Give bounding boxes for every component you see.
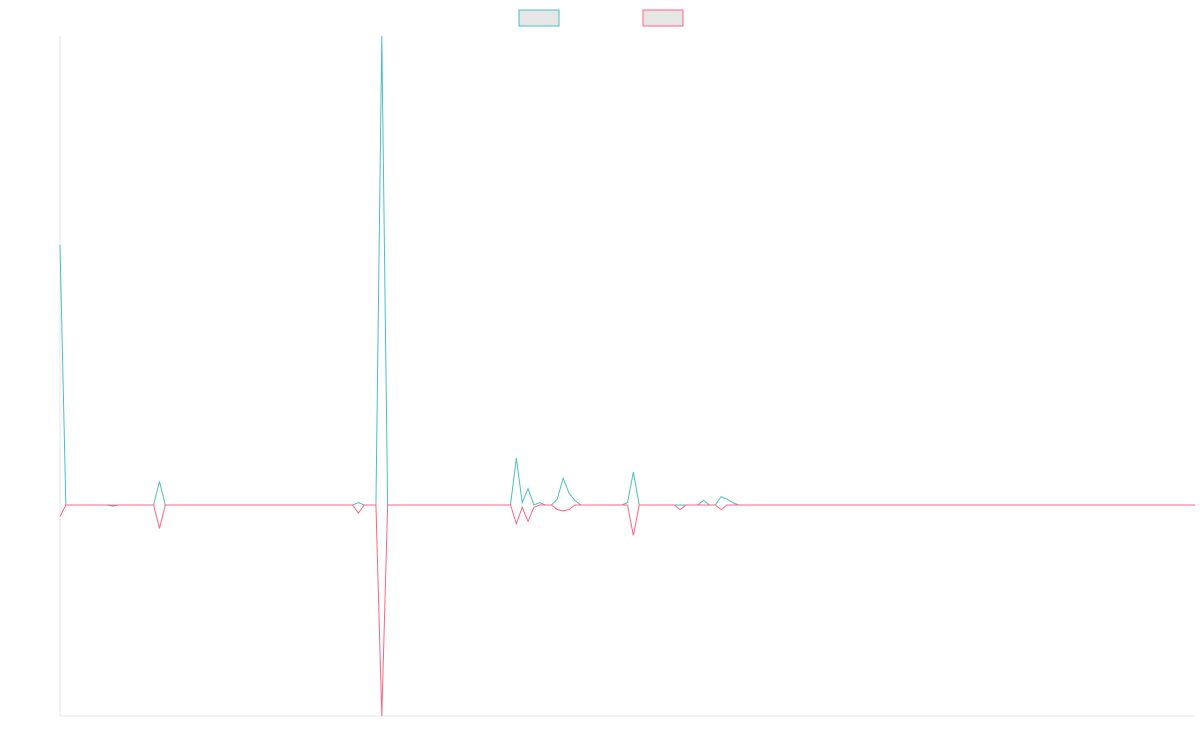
legend-swatch [642,9,684,27]
series-line [59,35,1195,506]
legend-swatch [518,9,560,27]
series-line [59,504,1195,717]
